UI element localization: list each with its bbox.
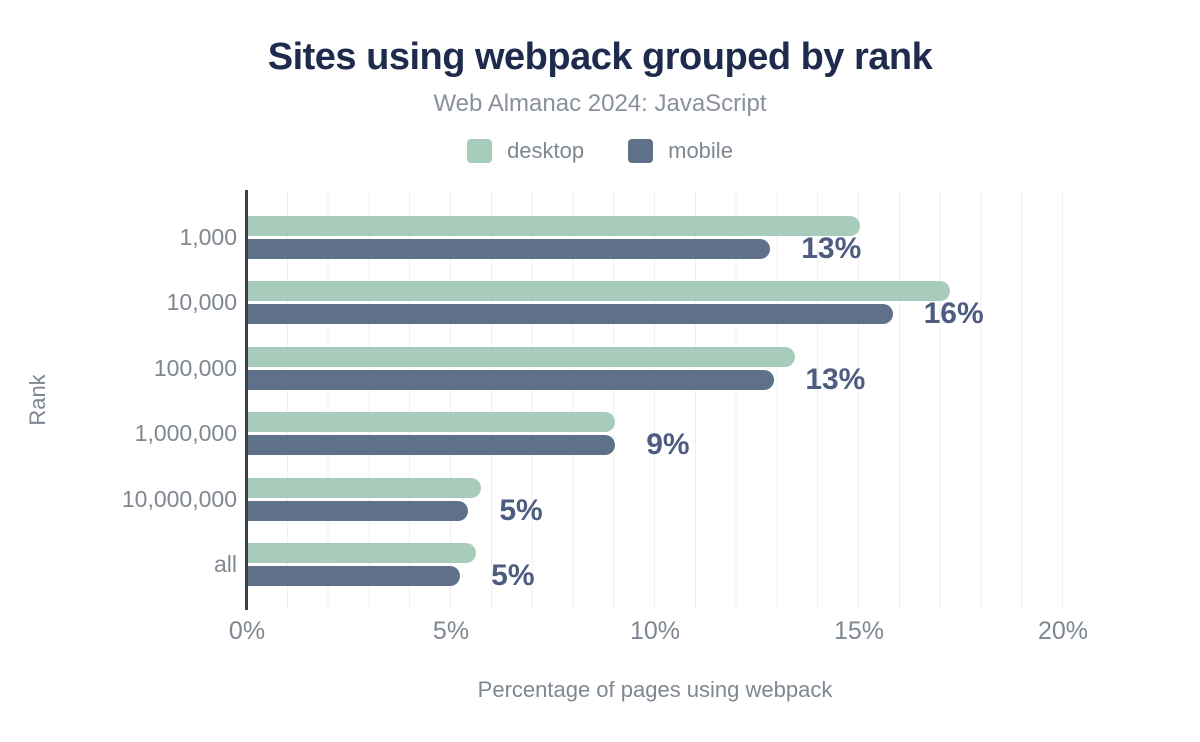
legend-label: mobile [668,138,733,163]
data-label-all: 5% [491,559,535,593]
bar-mobile-10000 [248,304,893,325]
bar-mobile-1000000 [248,435,616,456]
category-label-100000: 100,000 [153,354,237,381]
y-axis-line [245,190,248,610]
bar-mobile-10000000 [248,500,469,521]
x-tick-20: 20% [1037,617,1089,645]
category-label-10000: 10,000 [166,289,237,316]
legend-item-desktop[interactable]: desktop [467,138,584,164]
category-label-1000: 1,000 [179,223,237,250]
bar-mobile-all [248,566,461,587]
data-label-1000: 13% [801,231,862,265]
x-tick-5: 5% [432,617,470,645]
data-label-10000000: 5% [499,493,543,527]
legend-swatch-desktop-icon [467,139,493,163]
x-tick-10: 10% [629,617,681,645]
category-label-1000000: 1,000,000 [134,420,237,447]
bar-mobile-1000 [248,238,771,259]
chart-title: Sites using webpack grouped by rank [267,36,933,78]
bar-desktop-100000 [248,346,795,367]
bar-desktop-all [248,543,477,564]
category-label-10000000: 10,000,000 [121,485,237,512]
plot-area: 13% 16% 13% 9% 5% 5% [247,190,1064,608]
data-label-1000000: 9% [646,428,690,462]
data-label-100000: 13% [805,362,866,396]
data-label-10000: 16% [923,297,984,331]
bar-desktop-1000000 [248,412,616,433]
x-tick-15: 15% [833,617,885,645]
legend-item-mobile[interactable]: mobile [628,138,733,164]
legend: desktop mobile [0,138,1200,164]
bar-desktop-1000 [248,215,860,236]
legend-label: desktop [507,138,585,163]
y-axis-title: Rank [25,374,50,426]
x-axis-title: Percentage of pages using webpack [477,677,833,702]
legend-swatch-mobile-icon [628,139,654,163]
x-axis-tick-labels: 0% 5% 10% 15% 20% [229,617,1088,647]
chart-subtitle: Web Almanac 2024: JavaScript [433,90,767,117]
category-label-all: all [213,551,237,578]
bar-desktop-10000000 [248,477,481,498]
bar-desktop-10000 [248,281,950,302]
x-tick-0: 0% [228,617,266,645]
bar-mobile-100000 [248,369,775,390]
